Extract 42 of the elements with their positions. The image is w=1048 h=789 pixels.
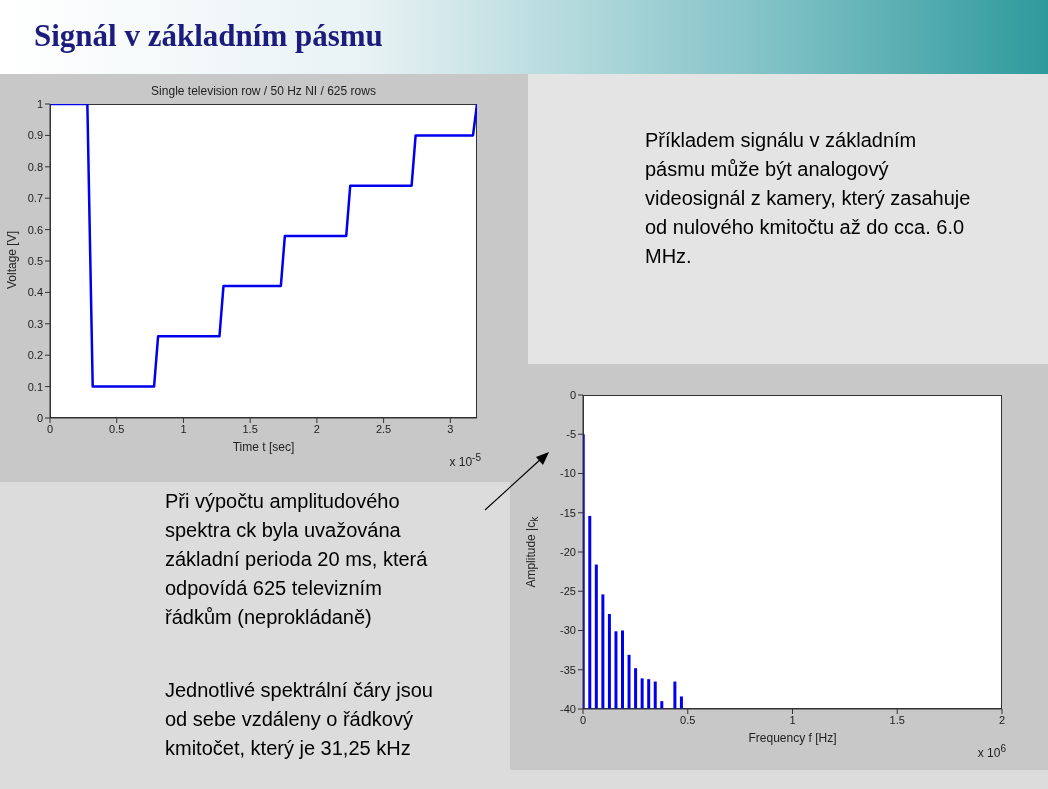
y-tick-label: 0.6 (27, 223, 43, 236)
y-tick-label: 0.7 (27, 192, 43, 205)
y-tick-label: 0.3 (27, 317, 43, 330)
text: Jednotlivé spektrální čáry jsou od sebe vzdáleny o řádkový kmitočet, který je 31,25 kHz (165, 678, 434, 761)
y-tick-label: 0 (36, 411, 43, 424)
y-tick-label: -40 (560, 702, 576, 715)
text: x 10$^{-5}$ (448, 452, 481, 469)
y-tick-label: -5 (566, 428, 576, 441)
y-tick-label: -10 (560, 467, 576, 480)
x-tick-label: 0.5 (109, 422, 125, 435)
x-tick-label: 1 (180, 422, 187, 435)
text: Signál v základním pásmu (34, 18, 383, 54)
y-tick-label: 0.1 (27, 380, 43, 393)
x-tick-label: 2 (998, 713, 1006, 726)
x-tick-label: 0.5 (680, 713, 696, 726)
x-tick-label: 0 (46, 422, 54, 435)
x-tick-label: 2.5 (375, 422, 392, 435)
y-tick-label: -15 (560, 506, 576, 519)
x-tick-label: 1.5 (242, 422, 258, 435)
y-tick-label: -35 (560, 663, 576, 676)
y-tick-label: 0.4 (27, 286, 43, 299)
y-tick-label: 0 (569, 388, 576, 401)
y-tick-label: -30 (560, 624, 576, 637)
y-tick-label: 0.2 (27, 349, 43, 362)
x-tick-label: 0 (579, 713, 587, 726)
x-tick-label: 2 (313, 422, 320, 435)
y-tick-label: 1 (36, 97, 43, 110)
x-axis-title: Time t [sec] (232, 440, 295, 454)
y-axis-title: Voltage [V] (5, 230, 19, 292)
x-tick-label: 1.5 (889, 713, 905, 726)
y-tick-label: -25 (560, 585, 576, 598)
chart-title: Single television row / 50 Hz NI / 625 rows (150, 84, 377, 98)
text: Při výpočtu amplitudového spektra ck byla uvažována základní perioda 20 ms, která odpovídá 625 televizním řádkům (neprokládaně) (165, 489, 429, 630)
y-tick-label: 0.8 (27, 160, 43, 173)
y-tick-label: 0.5 (27, 254, 43, 267)
x-tick-label: 1 (789, 713, 796, 726)
x-tick-label: 3 (447, 422, 454, 435)
y-tick-label: -20 (560, 545, 576, 558)
y-tick-label: 0.9 (27, 129, 43, 142)
x-axis-title: Frequency f [Hz] (747, 731, 838, 745)
text: x 10$^{6}$ (976, 743, 1006, 760)
text: Příkladem signálu v základním pásmu může být analogový videosignál z kamery, který zasahuje od nulového kmitočtu až do cca. 6.0 MHz. (645, 128, 972, 269)
